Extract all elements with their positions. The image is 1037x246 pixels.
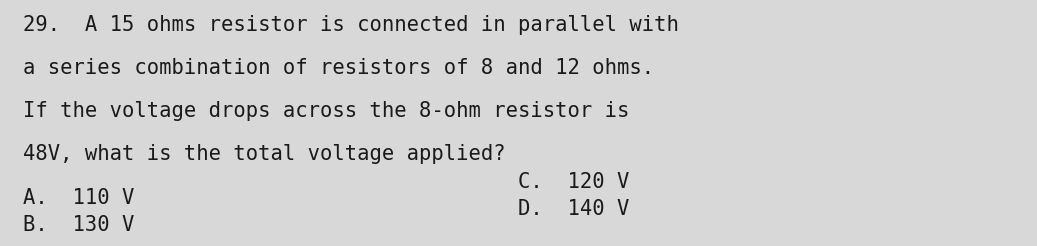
Text: 48V, what is the total voltage applied?: 48V, what is the total voltage applied? [23, 144, 505, 164]
Text: C.  120 V: C. 120 V [518, 172, 629, 192]
Text: D.  140 V: D. 140 V [518, 199, 629, 219]
Text: B.  130 V: B. 130 V [23, 215, 134, 235]
Text: If the voltage drops across the 8-ohm resistor is: If the voltage drops across the 8-ohm re… [23, 101, 629, 121]
Text: 29.  A 15 ohms resistor is connected in parallel with: 29. A 15 ohms resistor is connected in p… [23, 15, 678, 35]
Text: A.  110 V: A. 110 V [23, 188, 134, 208]
Text: a series combination of resistors of 8 and 12 ohms.: a series combination of resistors of 8 a… [23, 58, 654, 78]
